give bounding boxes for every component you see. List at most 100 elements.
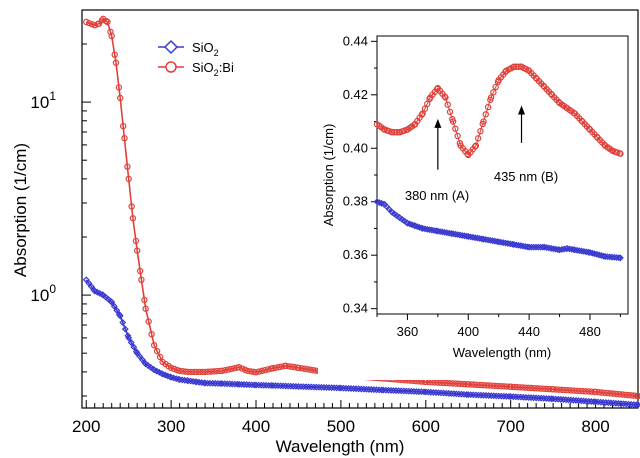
main-series-point-1 xyxy=(531,384,538,392)
inset-y-tick-label: 0.38 xyxy=(343,194,368,209)
main-series-point-1 xyxy=(625,391,632,399)
main-series-point-1 xyxy=(156,353,164,361)
inset-series-point-0 xyxy=(452,125,459,132)
main-series-point-1 xyxy=(111,51,118,58)
inset-series-point-1 xyxy=(534,243,542,251)
main-series-point-1 xyxy=(304,366,311,373)
main-x-tick-label: 400 xyxy=(242,417,270,436)
main-series-point-1 xyxy=(170,365,178,373)
main-series-point-1 xyxy=(473,381,481,389)
main-series-point-1 xyxy=(142,305,149,312)
main-series-point-1 xyxy=(622,391,629,398)
main-series-point-0 xyxy=(250,381,258,389)
legend-label-sio2-bi-sub: 2 xyxy=(214,68,219,78)
inset-series-point-1 xyxy=(478,235,486,243)
main-x-tick-label: 600 xyxy=(412,417,440,436)
main-series-point-1 xyxy=(579,387,587,395)
main-x-tick-label: 700 xyxy=(496,417,524,436)
main-series-point-1 xyxy=(150,341,158,349)
main-series-point-1 xyxy=(491,382,499,390)
inset-y-tick-label: 0.44 xyxy=(343,33,368,48)
main-series-point-0 xyxy=(125,334,133,342)
annotation-label: 435 nm (B) xyxy=(494,169,558,184)
main-series-point-0 xyxy=(590,398,598,406)
main-series-point-1 xyxy=(555,386,563,393)
legend-entry-sio2: SiO2 xyxy=(158,39,219,58)
legend-label-sio2-bi-base: SiO xyxy=(192,60,214,75)
main-x-ticks: 200 300 400 500 600 700 800 xyxy=(72,400,639,436)
main-series-point-0 xyxy=(119,319,127,326)
main-series-point-1 xyxy=(468,381,475,388)
main-series-point-1 xyxy=(634,392,640,400)
main-series-point-0 xyxy=(113,306,121,314)
main-series-point-0 xyxy=(335,384,343,392)
inset-series-point-0 xyxy=(446,108,454,116)
inset-series-point-1 xyxy=(432,227,440,235)
main-series-point-0 xyxy=(116,312,124,320)
main-series-point-1 xyxy=(604,389,611,397)
inset-series-point-0 xyxy=(474,135,482,142)
main-series-point-1 xyxy=(519,384,526,391)
main-series-point-1 xyxy=(167,364,175,372)
main-series-point-1 xyxy=(437,379,444,386)
legend-marker-sio2-bi xyxy=(165,61,177,73)
inset-series-point-1 xyxy=(532,243,540,251)
legend-label-sio2: SiO2 xyxy=(192,40,219,58)
annotation-label: 380 nm (A) xyxy=(405,188,469,203)
legend-marker-sio2 xyxy=(163,39,179,55)
main-series-point-1 xyxy=(552,386,560,393)
inset-y-tick-label: 0.36 xyxy=(343,247,368,262)
inset-series-point-1 xyxy=(585,248,592,256)
main-series-point-1 xyxy=(193,368,200,376)
main-series-point-1 xyxy=(298,365,305,372)
inset-series-point-0 xyxy=(389,129,396,136)
inset-annotations: 380 nm (A) 435 nm (B) xyxy=(405,105,558,203)
main-series-point-1 xyxy=(452,380,459,387)
main-series-point-0 xyxy=(378,386,386,394)
main-series-point-1 xyxy=(115,84,123,91)
main-series-point-1 xyxy=(255,368,263,375)
inset-series-point-0 xyxy=(472,142,480,149)
inset-series-point-1 xyxy=(527,243,535,251)
inset-series-point-1 xyxy=(493,238,501,246)
inset-series-point-1 xyxy=(610,253,618,261)
inset-series-point-0 xyxy=(490,89,497,96)
main-x-tick-label: 200 xyxy=(72,417,100,436)
inset-series-point-1 xyxy=(606,253,614,261)
main-series-point-1 xyxy=(132,237,140,245)
legend-label-sio2-bi: SiO2:Bi xyxy=(192,60,234,78)
inset-x-tick-label: 400 xyxy=(457,324,479,339)
main-series-point-1 xyxy=(153,347,161,355)
inset-x-tick-label: 440 xyxy=(518,324,540,339)
inset-series-point-0 xyxy=(484,103,492,111)
main-series-point-1 xyxy=(112,59,120,66)
inset-series-point-0 xyxy=(487,94,495,101)
main-series-point-1 xyxy=(133,247,141,254)
main-series-point-1 xyxy=(613,390,620,398)
main-series-point-1 xyxy=(576,387,584,395)
inset-series-point-0 xyxy=(449,118,457,125)
inset-series-point-1 xyxy=(616,254,624,262)
inset-series-point-0 xyxy=(441,93,448,100)
main-y-tick-label: 101 xyxy=(30,89,56,112)
inset-series-point-0 xyxy=(471,143,479,150)
inset-series-point-1 xyxy=(530,243,538,251)
inset-series xyxy=(373,63,624,262)
main-series-point-1 xyxy=(488,382,496,389)
main-series-point-1 xyxy=(598,389,605,396)
inset-series-point-0 xyxy=(477,127,484,135)
main-series-point-1 xyxy=(494,382,502,390)
main-series-point-0 xyxy=(216,380,224,387)
inset-x-tick-label: 360 xyxy=(397,324,419,339)
main-series-point-1 xyxy=(129,215,137,222)
inset-y-tick-label: 0.42 xyxy=(343,87,368,102)
main-series-point-1 xyxy=(588,388,595,395)
inset-series-point-1 xyxy=(525,243,533,251)
main-series-point-1 xyxy=(235,364,243,371)
main-x-tick-label: 800 xyxy=(581,417,609,436)
main-series-point-1 xyxy=(128,203,135,210)
main-series-point-1 xyxy=(570,387,578,394)
main-series-point-1 xyxy=(107,28,114,35)
